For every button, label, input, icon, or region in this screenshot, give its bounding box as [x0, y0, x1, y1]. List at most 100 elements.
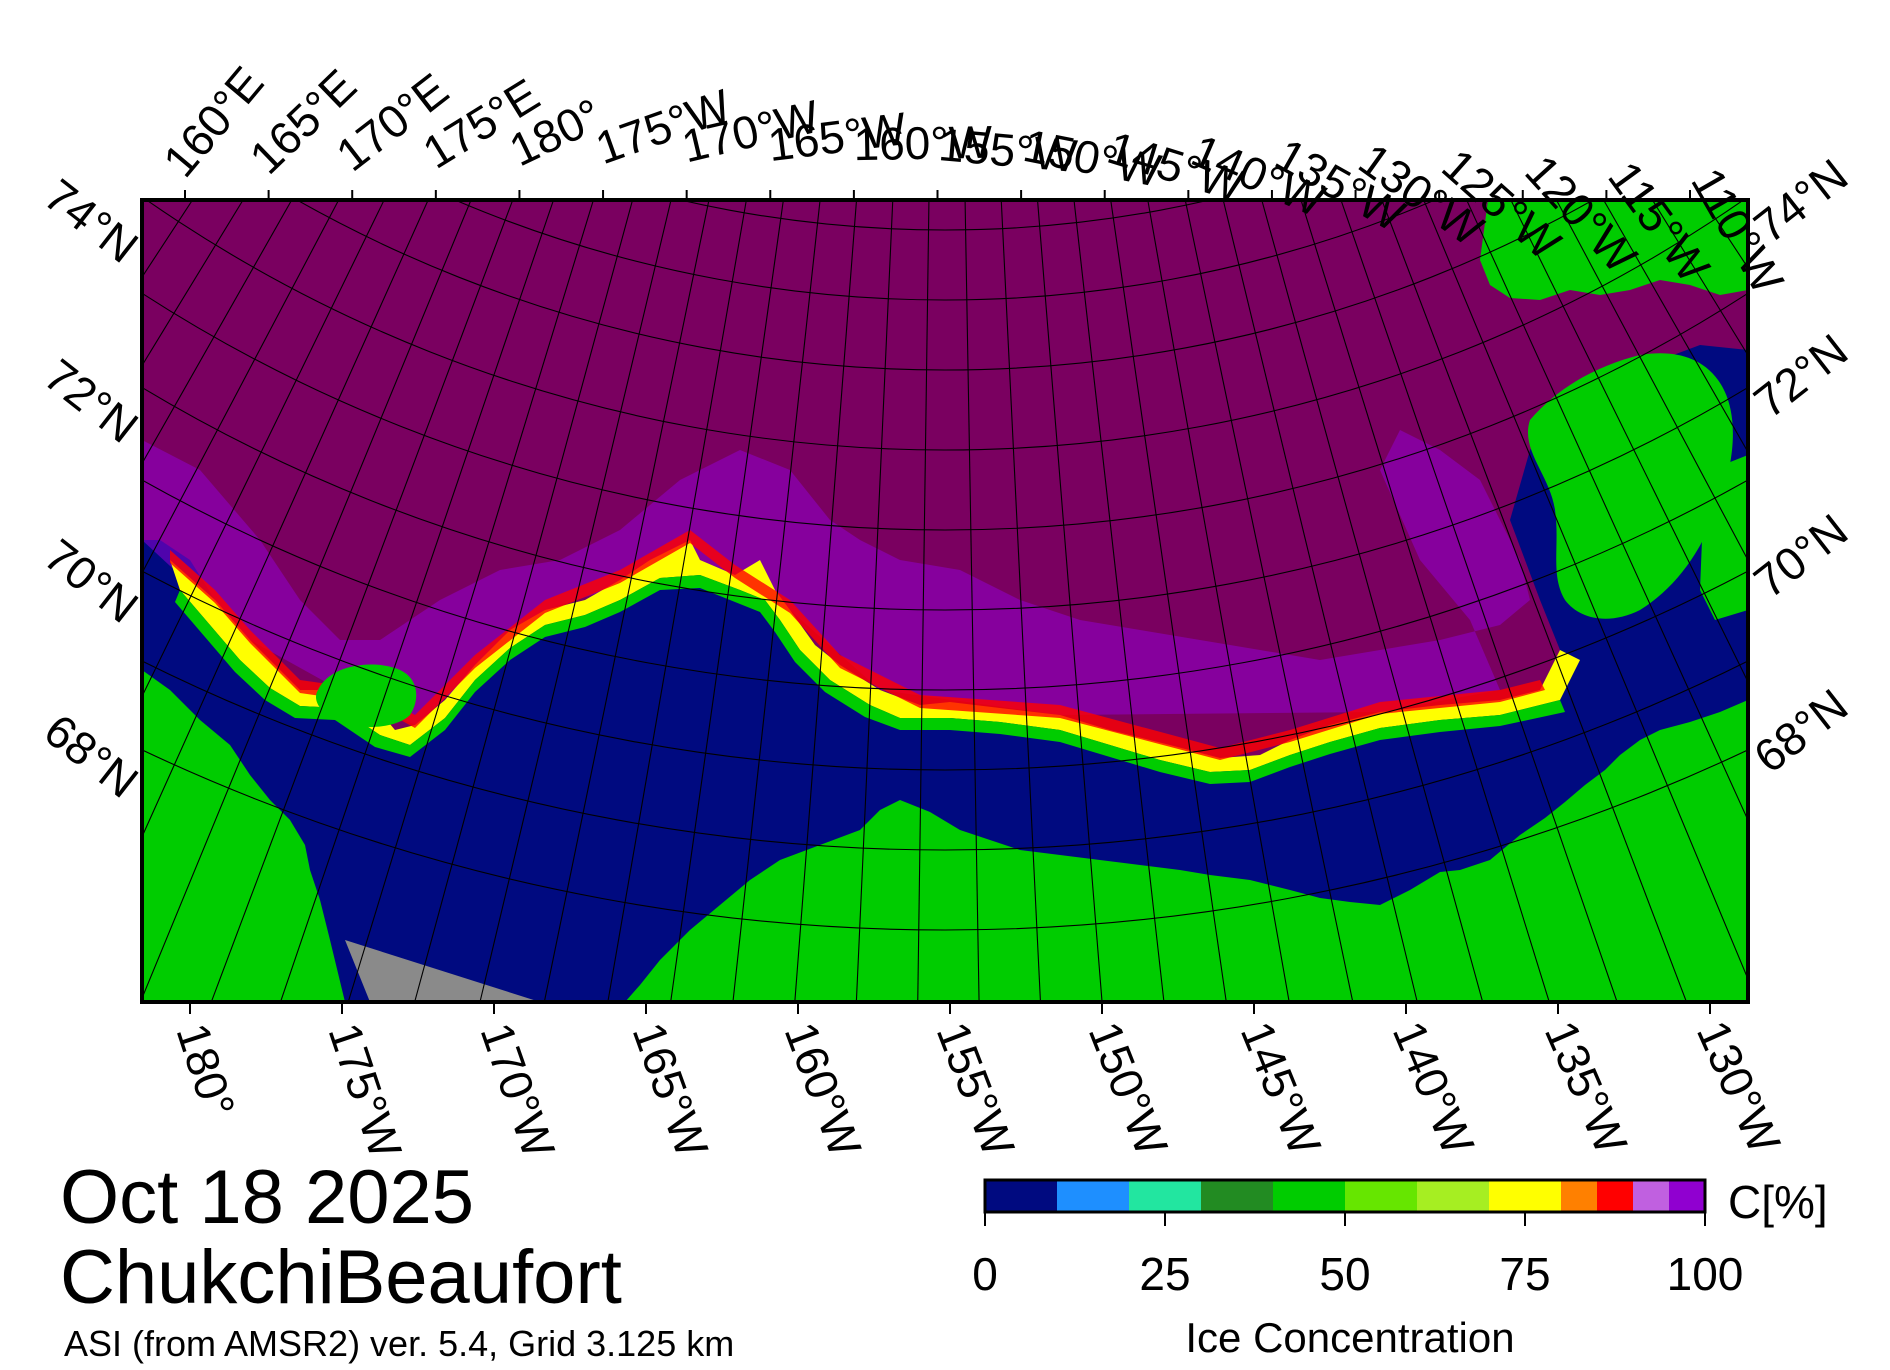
latitude-line: [142, 479, 1748, 691]
bottom-lon-label: 175°W: [319, 1017, 413, 1165]
colorbar-swatch: [1561, 1180, 1597, 1212]
meridian-line: [347, 200, 594, 1002]
meridian-line: [142, 200, 293, 465]
date-title: Oct 18 2025: [60, 1155, 475, 1240]
region-title: ChukchiBeaufort: [60, 1235, 622, 1320]
meridian-line: [1555, 200, 1748, 562]
bottom-longitude-labels: 180° 175°W 170°W 165°W 160°W 155°W 150°W 145°W 1…: [166, 1002, 1791, 1165]
latitude-line: [295, 200, 1595, 371]
meridian-line: [1184, 200, 1354, 1002]
meridian-line: [964, 200, 980, 1002]
meridian-line: [479, 200, 672, 1002]
meridian-line: [210, 200, 514, 1002]
meridian-line: [142, 200, 340, 575]
meridian-line: [670, 200, 784, 1002]
top-lon-label: 160°E: [153, 57, 274, 187]
colorbar-tick-label: 50: [1319, 1248, 1370, 1300]
left-lat-label: 70°N: [35, 529, 148, 633]
bottom-lon-label: 180°: [166, 1017, 245, 1124]
top-lon-label: 155°W: [937, 118, 1080, 182]
meridian-line: [142, 200, 429, 839]
meridian-line: [1466, 200, 1748, 822]
meridian-line: [1110, 200, 1227, 1002]
pack-ice-region: [142, 200, 1748, 758]
meridian-line: [1340, 200, 1618, 1002]
meridian-line: [1261, 200, 1484, 1002]
meridian-line: [142, 200, 472, 1000]
source-subtitle: ASI (from AMSR2) ver. 5.4, Grid 3.125 km: [64, 1323, 735, 1364]
bottom-lon-label: 165°W: [623, 1016, 719, 1165]
meridian-line: [1602, 200, 1748, 454]
meridian-line: [1423, 200, 1748, 981]
colorbar-tick-label: 25: [1139, 1248, 1190, 1300]
meridian-line: [414, 200, 634, 1002]
meridian-line: [607, 200, 747, 1002]
meridian-line: [1073, 200, 1165, 1002]
wrangel-island: [315, 664, 417, 727]
meridian-line: [917, 200, 930, 1002]
colorbar-tick-label: 0: [972, 1248, 998, 1300]
meridian-line: [1147, 200, 1290, 1002]
meridian-line: [1036, 200, 1103, 1002]
latitude-line: [145, 200, 1745, 451]
no-data-area: [345, 940, 540, 1002]
map-frame: [140, 198, 1750, 1004]
colorbar-swatch: [1057, 1180, 1129, 1212]
colorbar-swatch: [1633, 1180, 1669, 1212]
colorbar-swatch: [1489, 1180, 1561, 1212]
bottom-lon-label: 160°W: [775, 1015, 872, 1164]
right-lat-label: 68°N: [1744, 679, 1857, 783]
colorbar-tick-label: 75: [1499, 1248, 1550, 1300]
meridian-line: [0, 0, 178, 203]
right-lat-label: 72°N: [1744, 324, 1857, 428]
bottom-lon-label: 130°W: [1687, 1013, 1791, 1161]
colorbar: 0 25 50 75 100: [972, 1178, 1744, 1300]
latitude-line: [142, 569, 1748, 771]
colorbar-swatch: [1669, 1180, 1705, 1212]
bottom-lon-label: 155°W: [927, 1015, 1025, 1164]
chukotka-land: [142, 670, 345, 1002]
colorbar-swatch: [1417, 1180, 1489, 1212]
meridian-line: [142, 200, 385, 698]
left-lat-label: 68°N: [35, 704, 148, 808]
colorbar-swatch: [1129, 1180, 1201, 1212]
meridian-line: [279, 200, 555, 1002]
latitude-line: [142, 660, 1748, 851]
meridian-line: [543, 200, 710, 1002]
colorbar-title: Ice Concentration: [1185, 1314, 1514, 1361]
colorbar-tick-label: 100: [1667, 1248, 1744, 1300]
meridian-line: [1728, 0, 1890, 137]
colorbar-swatch: [1597, 1180, 1633, 1212]
latitude-line: [678, 200, 1212, 231]
latitude-line: [142, 386, 1748, 611]
left-lat-label: 72°N: [35, 349, 148, 453]
meridian-line: [855, 200, 894, 1002]
meridian-line: [1000, 200, 1042, 1002]
victoria-island: [1700, 455, 1748, 620]
bottom-lon-label: 150°W: [1079, 1015, 1179, 1164]
right-lat-label: 70°N: [1744, 504, 1857, 608]
left-latitude-labels: 74°N 72°N 70°N 68°N: [35, 169, 148, 808]
graticule: [0, 0, 1890, 1002]
meridian-line: [0, 0, 150, 83]
banks-island: [1527, 353, 1733, 619]
meridian-line: [732, 200, 821, 1002]
meridian-line: [0, 0, 164, 143]
top-lon-label: 160°W: [853, 116, 993, 171]
bottom-lon-label: 145°W: [1231, 1014, 1332, 1162]
colorbar-swatch: [1345, 1180, 1417, 1212]
meridian-line: [1381, 200, 1688, 1002]
colorbar-swatch: [1201, 1180, 1273, 1212]
meridian-line: [794, 200, 858, 1002]
latitude-line: [454, 200, 1436, 301]
alaska-mainland: [625, 700, 1748, 1002]
meridian-line: [1510, 200, 1748, 684]
colorbar-unit: C[%]: [1728, 1176, 1828, 1228]
bottom-lon-label: 140°W: [1383, 1014, 1485, 1162]
latitude-line: [142, 292, 1748, 531]
left-lat-label: 74°N: [35, 169, 148, 273]
colorbar-swatch: [985, 1180, 1057, 1212]
bottom-lon-label: 170°W: [471, 1016, 566, 1165]
meridian-line: [1222, 200, 1418, 1002]
